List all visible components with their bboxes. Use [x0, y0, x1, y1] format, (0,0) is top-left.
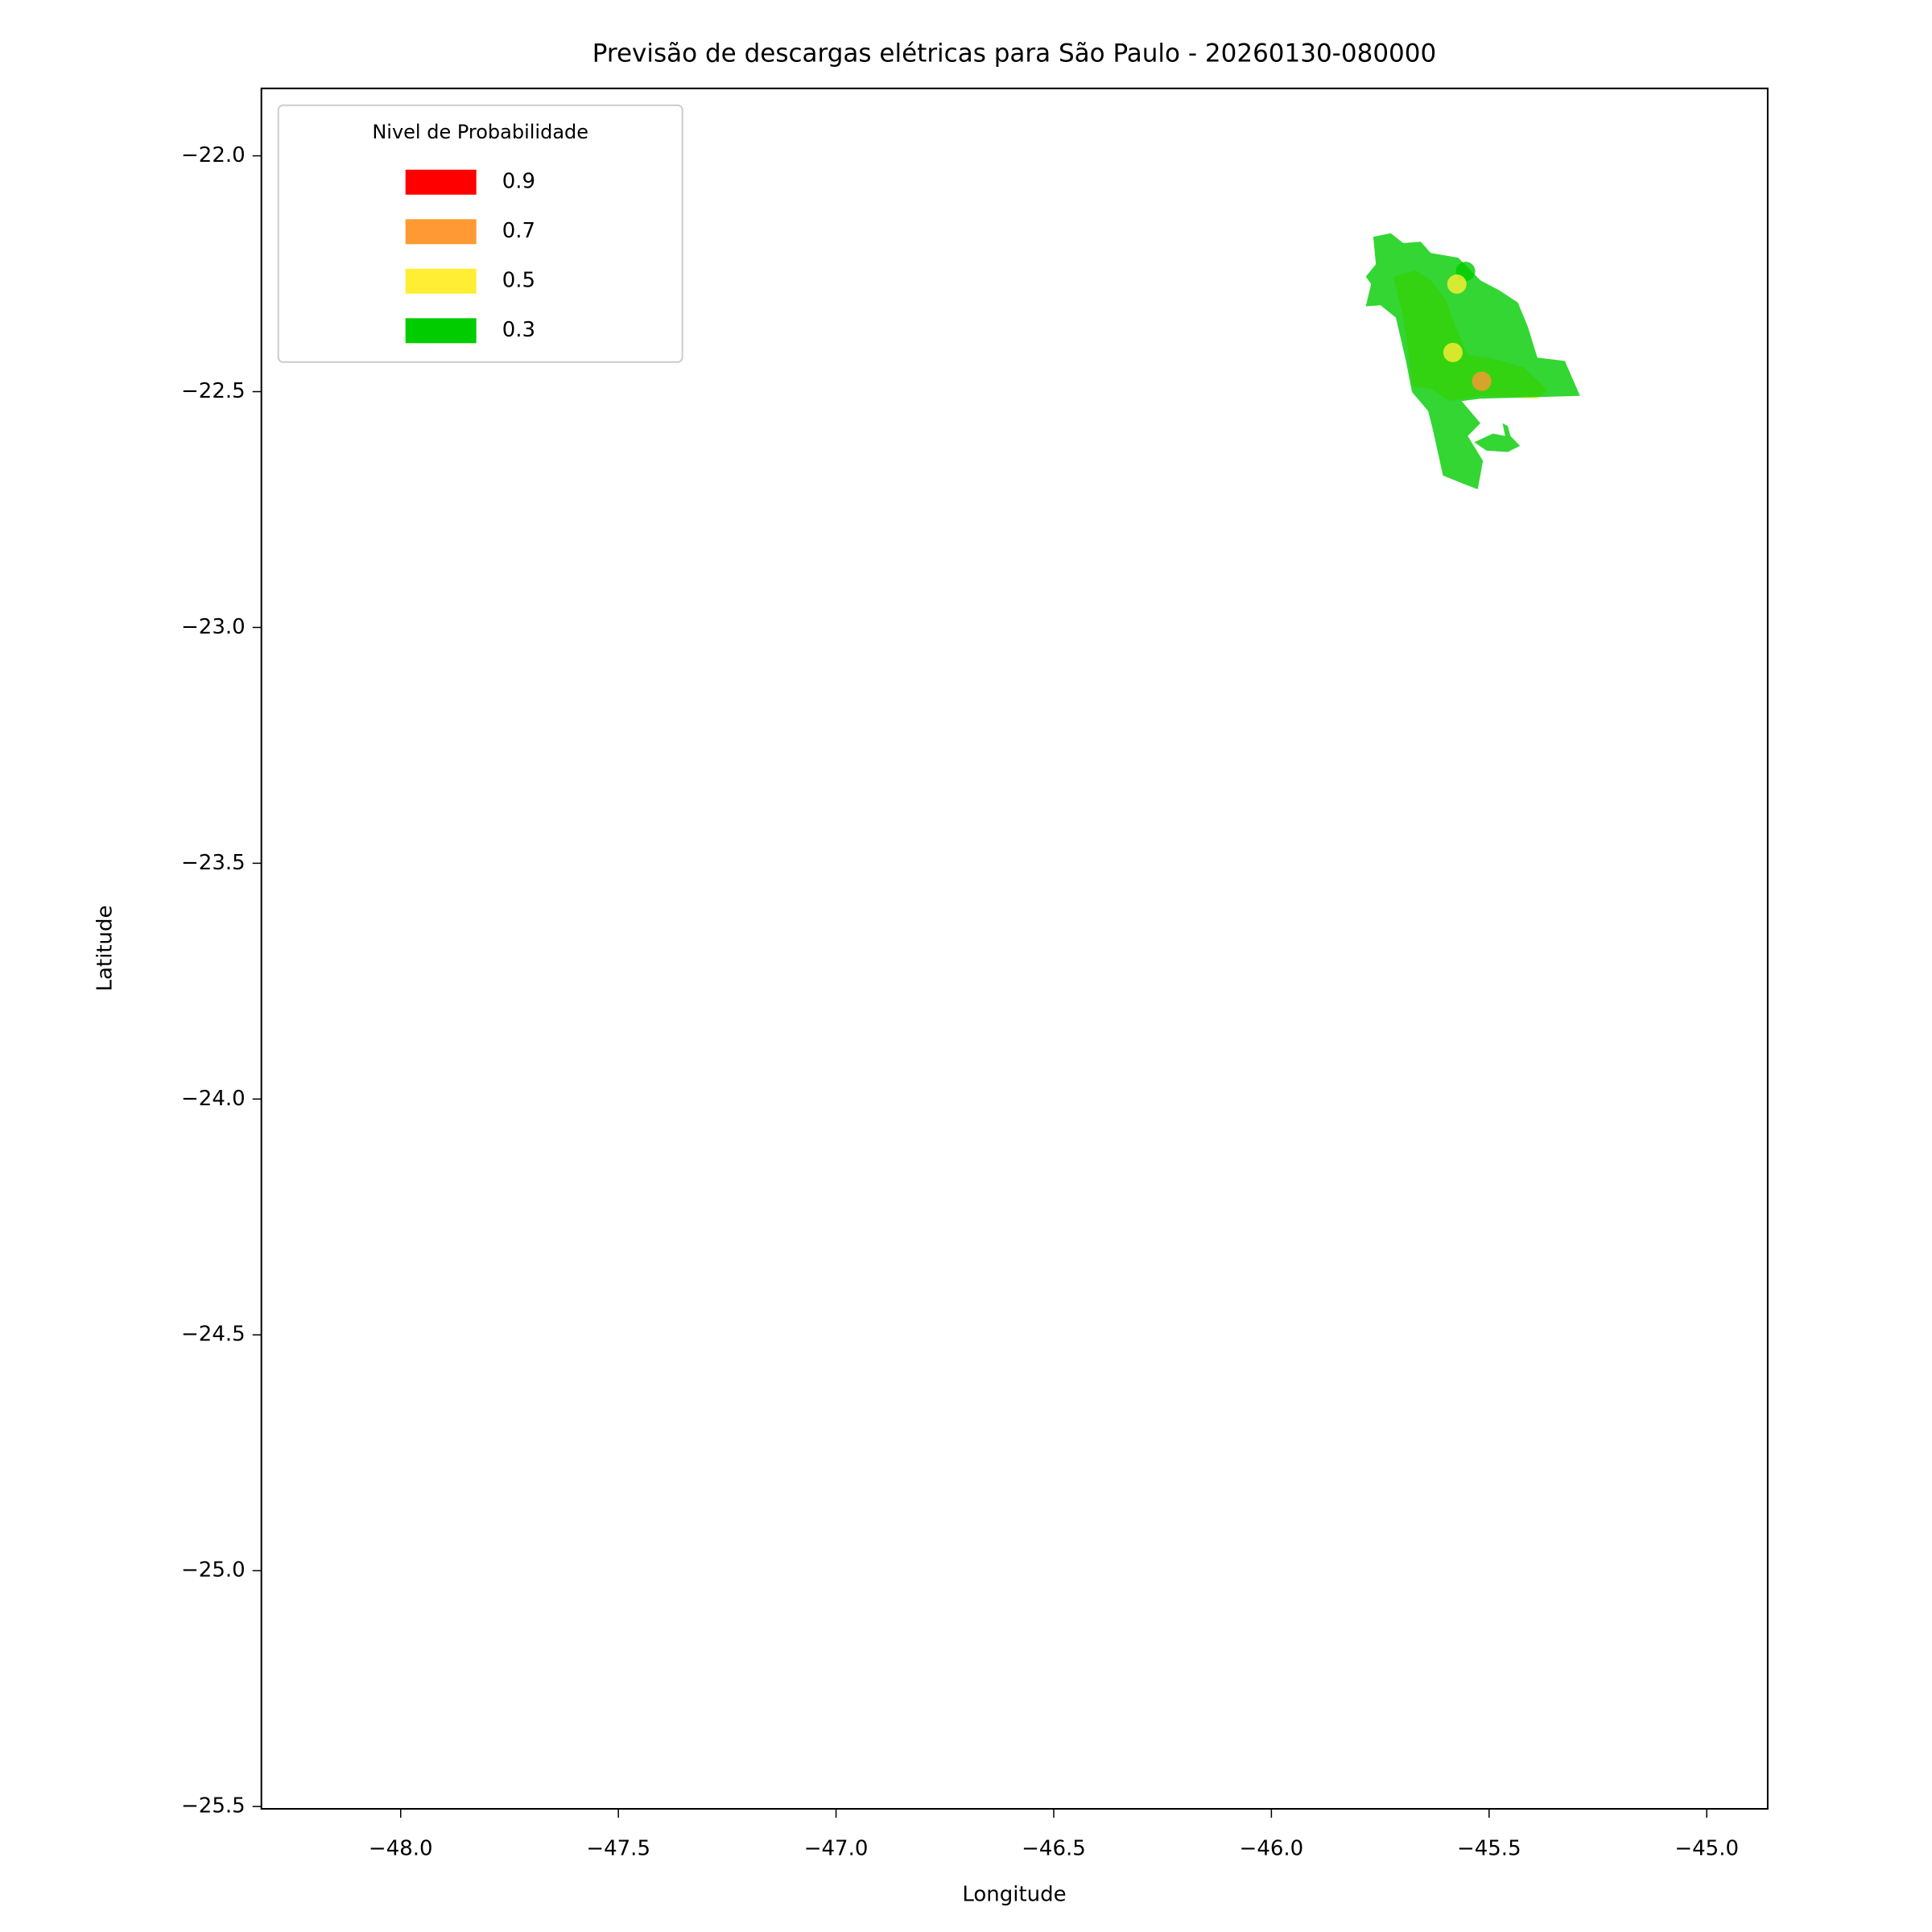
x-tick-label: −45.0: [1674, 1837, 1739, 1861]
y-tick-label: −22.5: [181, 379, 246, 403]
lightning-point: [1443, 342, 1463, 362]
legend-label: 0.3: [502, 318, 535, 342]
x-tick-label: −47.5: [586, 1837, 650, 1861]
x-tick-label: −46.0: [1240, 1837, 1304, 1861]
plot-frame: [260, 87, 1769, 1810]
legend-swatch: [405, 268, 477, 294]
legend-swatch: [405, 169, 477, 195]
x-tick-label: −47.0: [804, 1837, 869, 1861]
x-axis-label: Longitude: [962, 1883, 1066, 1907]
lightning-point: [1447, 274, 1467, 294]
legend-swatch: [405, 219, 477, 245]
y-tick-label: −24.5: [181, 1323, 246, 1347]
legend: Nivel de Probabilidade 0.9 0.7 0.5 0.3: [277, 104, 683, 363]
x-tick-label: −46.5: [1022, 1837, 1086, 1861]
y-tick-label: −25.0: [181, 1558, 246, 1583]
y-tick-label: −25.5: [181, 1794, 246, 1818]
y-tick-label: −23.5: [181, 851, 246, 875]
y-tick-label: −24.0: [181, 1087, 246, 1111]
legend-label: 0.5: [502, 268, 535, 292]
x-tick-label: −45.5: [1457, 1837, 1521, 1861]
probability-region: [1474, 423, 1521, 452]
legend-title: Nivel de Probabilidade: [372, 121, 588, 143]
legend-label: 0.7: [502, 219, 535, 243]
legend-box: [277, 104, 683, 363]
y-tick-label: −23.0: [181, 615, 246, 639]
lightning-point: [1472, 371, 1492, 391]
legend-label: 0.9: [502, 169, 535, 193]
x-tick-label: −48.0: [369, 1837, 433, 1861]
y-axis-label: Latitude: [93, 905, 118, 991]
plot-area: [1365, 233, 1580, 489]
chart-title: Previsão de descargas elétricas para São…: [592, 39, 1436, 68]
probability-region: [1365, 233, 1580, 489]
legend-swatch: [405, 318, 477, 344]
y-tick-label: −22.0: [181, 143, 246, 167]
